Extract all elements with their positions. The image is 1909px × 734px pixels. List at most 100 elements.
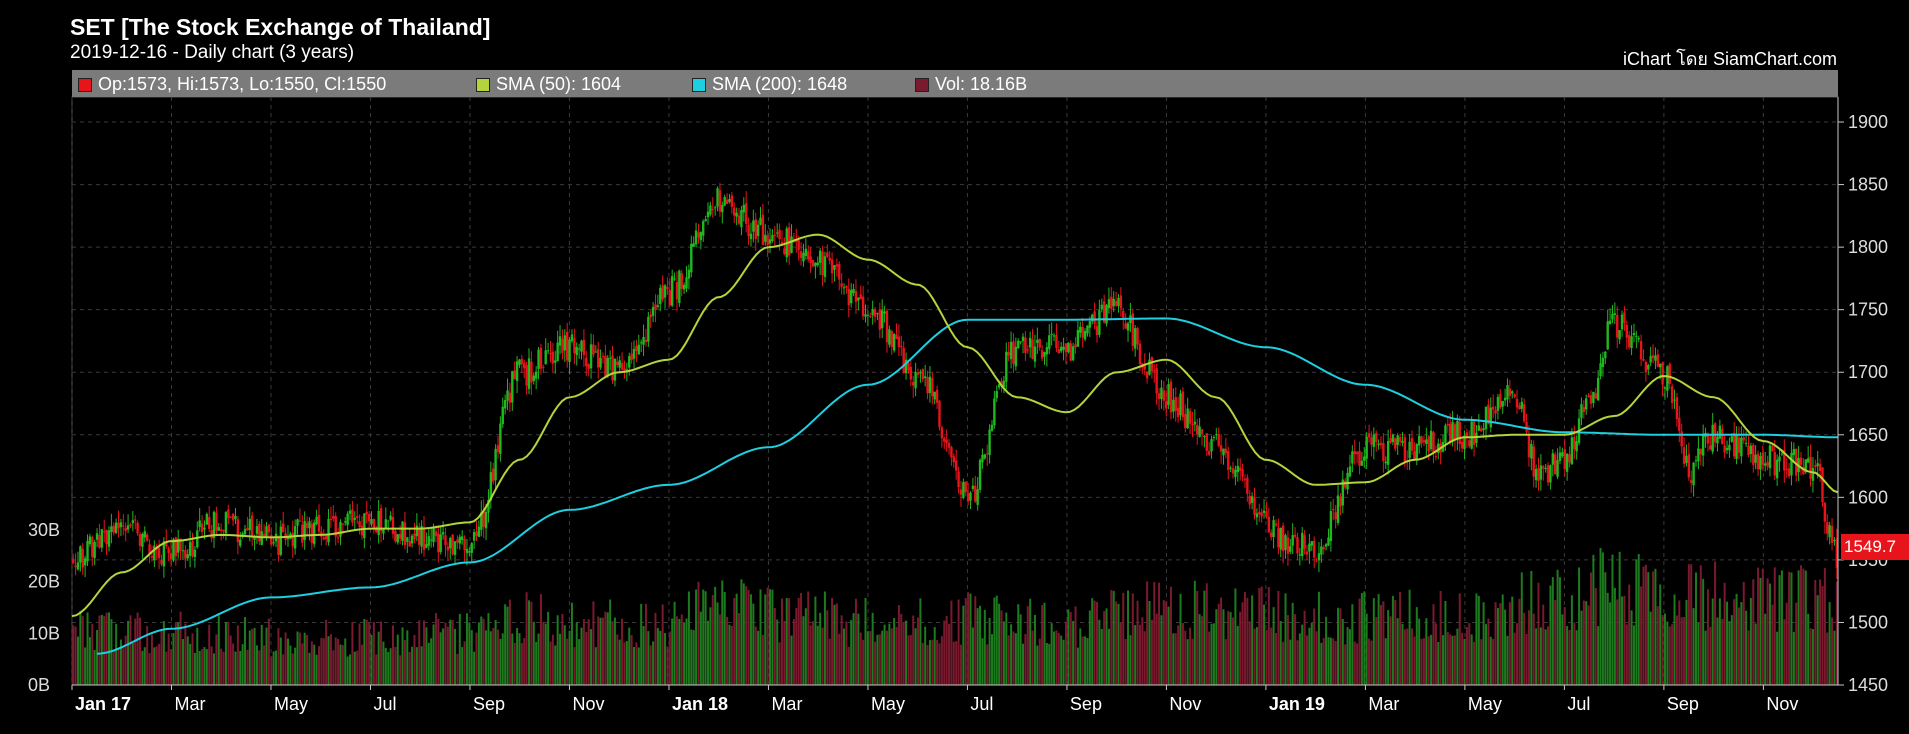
candle-body — [1713, 423, 1717, 443]
candle-body — [1217, 434, 1220, 446]
candle-body — [484, 511, 488, 529]
candle-body — [1790, 452, 1793, 476]
candle-body — [1076, 330, 1080, 347]
time-tick-label: Sep — [473, 694, 505, 714]
candle-body — [1372, 434, 1376, 447]
candle-body — [1458, 421, 1461, 445]
candle-body — [1303, 535, 1306, 549]
candle-body — [1802, 466, 1805, 475]
candle-body — [184, 550, 187, 559]
candle-body — [1253, 497, 1256, 515]
candle-body — [1281, 525, 1285, 552]
candle-body — [945, 439, 948, 444]
candle-body — [1107, 299, 1111, 309]
candle-body — [1701, 435, 1705, 456]
candle-body — [1398, 436, 1402, 442]
candle-body — [630, 353, 633, 361]
candle-body — [635, 345, 638, 352]
candle-body — [697, 232, 700, 238]
candle-body — [1816, 463, 1819, 467]
candle-body — [1422, 440, 1426, 443]
candle-body — [150, 556, 154, 558]
candle-body — [1773, 452, 1776, 476]
candle-body — [100, 529, 104, 548]
candle-body — [1293, 534, 1297, 537]
candle-body — [1549, 465, 1552, 483]
candle-body — [1616, 314, 1619, 338]
candle-body — [160, 560, 163, 565]
candle-body — [780, 241, 784, 245]
candle-body — [1811, 468, 1815, 481]
legend-ohlc: Op:1573, Hi:1573, Lo:1550, Cl:1550 — [78, 74, 386, 95]
price-tick-label: 1800 — [1848, 237, 1888, 257]
candle-body — [1155, 368, 1158, 394]
candle-body — [1785, 469, 1788, 471]
candle-body — [1045, 347, 1049, 355]
candle-body — [1522, 404, 1526, 422]
candle-body — [222, 530, 225, 532]
candle-body — [1241, 468, 1244, 477]
time-tick-label: Nov — [1766, 694, 1798, 714]
candle-body — [477, 526, 481, 537]
candle-body — [1272, 520, 1275, 538]
candle-body — [1613, 313, 1617, 315]
candle-body — [938, 400, 941, 428]
candle-body — [1491, 406, 1495, 410]
candle-body — [1203, 436, 1206, 438]
candle-body — [198, 520, 201, 528]
candle-body — [1270, 532, 1273, 538]
time-tick-label: May — [274, 694, 308, 714]
candle-body — [1408, 441, 1411, 459]
candle-body — [1382, 442, 1385, 462]
candle-body — [1761, 452, 1765, 465]
candle-body — [1002, 380, 1006, 388]
candle-body — [1520, 401, 1523, 409]
candle-body — [1298, 554, 1302, 556]
candle-body — [752, 220, 755, 232]
candle-body — [551, 351, 555, 364]
candle-body — [1675, 397, 1679, 420]
candle-body — [1028, 337, 1032, 348]
candle-body — [365, 511, 368, 515]
candle-body — [1828, 525, 1831, 538]
candle-body — [1098, 310, 1101, 335]
candle-body — [1721, 428, 1724, 445]
candle-body — [205, 513, 209, 525]
candle-body — [305, 523, 309, 528]
candle-body — [1826, 522, 1829, 534]
candle-body — [1575, 441, 1578, 452]
candle-body — [597, 349, 600, 368]
candle-body — [1544, 468, 1547, 470]
candle-body — [1821, 467, 1824, 503]
candle-body — [711, 209, 714, 211]
candle-body — [83, 558, 87, 566]
candle-body — [1119, 295, 1123, 309]
candle-body — [1236, 465, 1239, 473]
candle-body — [1818, 464, 1822, 471]
candle-body — [1511, 391, 1514, 394]
candle-body — [215, 512, 218, 531]
legend-bar: Op:1573, Hi:1573, Lo:1550, Cl:1550 SMA (… — [72, 70, 1838, 97]
candle-body — [1255, 513, 1259, 518]
candle-body — [594, 351, 598, 353]
candle-body — [1585, 398, 1588, 410]
candle-body — [1150, 357, 1154, 372]
candle-body — [1284, 535, 1287, 551]
candle-body — [534, 371, 538, 379]
candle-body — [1783, 450, 1786, 471]
candle-body — [427, 536, 430, 546]
candle-body — [544, 350, 547, 365]
candle-body — [1114, 300, 1118, 306]
candle-body — [976, 489, 979, 505]
candle-body — [301, 524, 304, 543]
candle-body — [1673, 399, 1676, 401]
candle-body — [1448, 423, 1452, 442]
candle-body — [1608, 320, 1612, 325]
candle-body — [1165, 401, 1168, 409]
candle-body — [1582, 407, 1586, 413]
candle-body — [243, 529, 247, 535]
candle-body — [904, 359, 908, 374]
candle-body — [978, 459, 982, 490]
candle-body — [1000, 380, 1003, 386]
